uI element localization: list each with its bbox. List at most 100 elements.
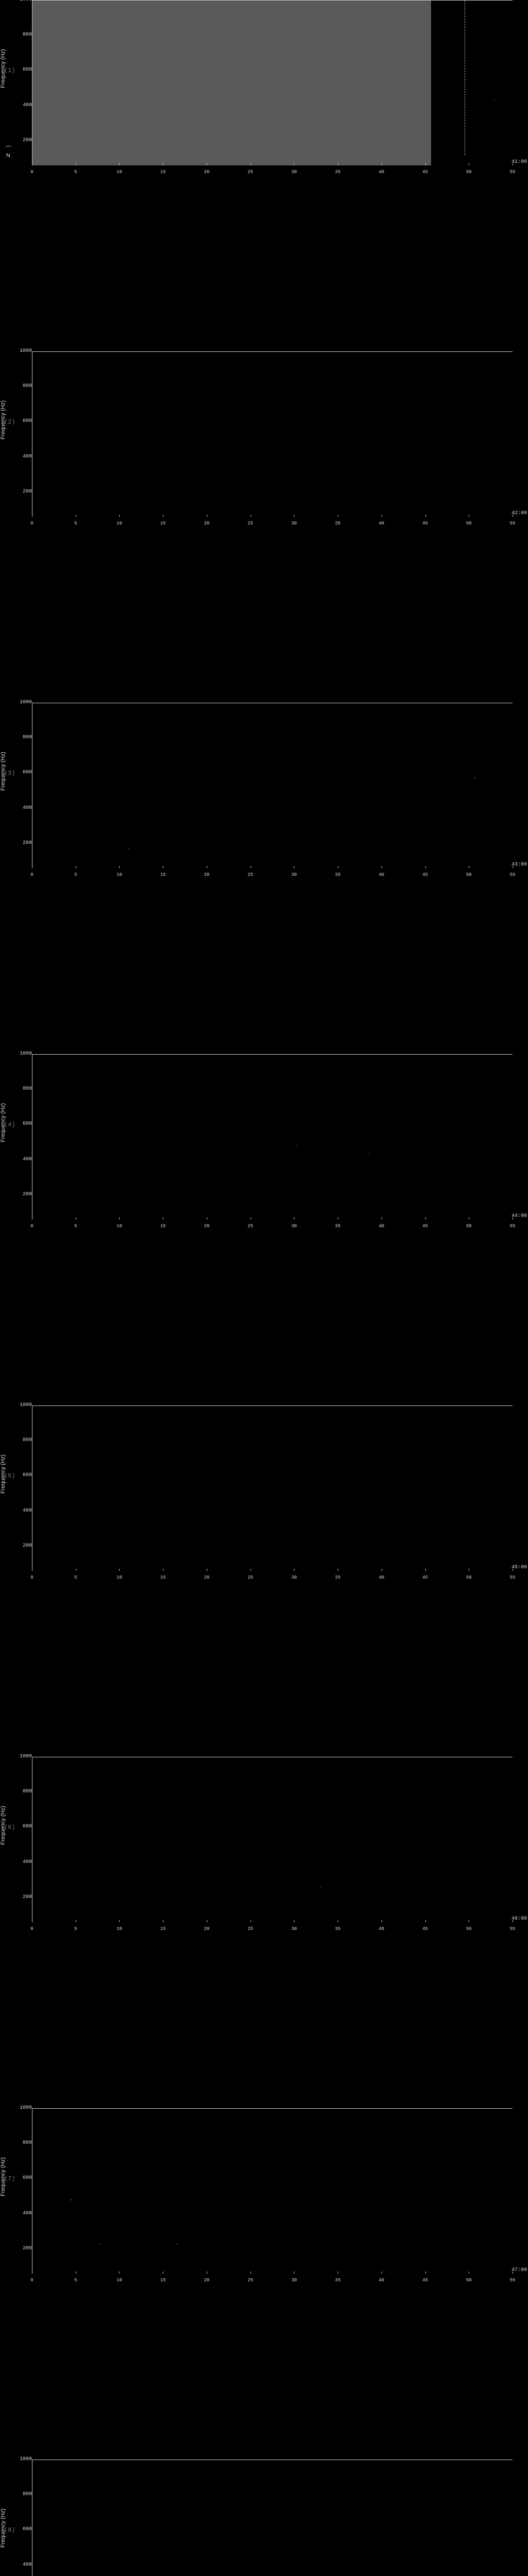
xtick-label-5-55: 55 bbox=[510, 1575, 516, 1580]
xtick-label-3-20: 20 bbox=[204, 872, 210, 877]
xtick-label-6-10: 10 bbox=[117, 1926, 122, 1931]
ytick-label-8-800: 800 bbox=[12, 2492, 32, 2497]
xtick-label-5-15: 15 bbox=[160, 1575, 166, 1580]
xtick-label-5-20: 20 bbox=[204, 1575, 210, 1580]
time-label-3: 43:00 bbox=[512, 862, 527, 868]
time-label-7: 47:00 bbox=[512, 2267, 527, 2273]
xtick-mark-4-10 bbox=[119, 1217, 120, 1219]
spectrogram-plot-area-5[interactable] bbox=[32, 1405, 513, 1571]
xtick-label-4-50: 50 bbox=[466, 1224, 472, 1229]
xtick-label-1-35: 35 bbox=[335, 170, 341, 175]
spectrogram-plot-area-6[interactable] bbox=[32, 1757, 513, 1922]
xtick-label-3-15: 15 bbox=[160, 872, 166, 877]
xtick-mark-1-45 bbox=[425, 163, 426, 165]
spectrogram-plot-area-7[interactable] bbox=[32, 2108, 513, 2274]
xtick-label-4-30: 30 bbox=[291, 1224, 297, 1229]
xtick-label-4-15: 15 bbox=[160, 1224, 166, 1229]
xtick-mark-3-45 bbox=[425, 866, 426, 868]
spectrogram-panel-5: (5) Frequency (Hz) 200 400 600 800 1000 0 5 10 15 2… bbox=[0, 1405, 528, 1581]
xtick-label-4-25: 25 bbox=[248, 1224, 253, 1229]
xtick-label-5-30: 30 bbox=[291, 1575, 297, 1580]
ytick-label-5-400: 400 bbox=[12, 1508, 32, 1514]
xtick-label-2-30: 30 bbox=[291, 521, 297, 526]
ytick-label-7-200: 200 bbox=[12, 2246, 32, 2251]
xtick-mark-2-45 bbox=[425, 515, 426, 517]
xtick-label-2-40: 40 bbox=[378, 521, 384, 526]
spectrogram-plot-area-2[interactable] bbox=[32, 351, 513, 517]
xtick-label-2-20: 20 bbox=[204, 521, 210, 526]
ytick-label-5-200: 200 bbox=[12, 1543, 32, 1549]
spectrogram-panel-7: (7) Frequency (Hz) 200 400 600 800 1000 0 5 10 15 2… bbox=[0, 2108, 528, 2284]
xtick-label-4-0: 0 bbox=[30, 1224, 33, 1229]
ytick-label-3-200: 200 bbox=[12, 840, 32, 846]
xtick-mark-3-10 bbox=[119, 866, 120, 868]
xtick-label-2-15: 15 bbox=[160, 521, 166, 526]
xtick-label-5-10: 10 bbox=[117, 1575, 122, 1580]
ytick-label-8-600: 600 bbox=[12, 2527, 32, 2532]
xtick-label-4-35: 35 bbox=[335, 1224, 341, 1229]
ytick-label-6-200: 200 bbox=[12, 1894, 32, 1900]
xtick-mark-6-10 bbox=[119, 1920, 120, 1922]
ytick-label-1-600: 600 bbox=[12, 67, 32, 73]
xtick-label-6-15: 15 bbox=[160, 1926, 166, 1931]
xtick-label-3-55: 55 bbox=[510, 872, 516, 877]
xtick-label-1-0: 0 bbox=[30, 170, 33, 175]
ytick-label-2-400: 400 bbox=[12, 454, 32, 460]
xtick-label-1-45: 45 bbox=[422, 170, 428, 175]
yaxis-label-2: Frequency (Hz) bbox=[0, 400, 6, 439]
ytick-label-7-600: 600 bbox=[12, 2175, 32, 2181]
ytick-label-4-600: 600 bbox=[12, 1121, 32, 1127]
ytick-label-3-400: 400 bbox=[12, 805, 32, 811]
xtick-label-6-50: 50 bbox=[466, 1926, 472, 1931]
spectrogram-plot-area-8[interactable] bbox=[32, 2460, 513, 2576]
xtick-label-6-30: 30 bbox=[291, 1926, 297, 1931]
spectrogram-panel-8: (8)Frequency (Hz)20040060080010000510152… bbox=[0, 2460, 528, 2576]
ytick-label-8-1000: 1000 bbox=[12, 2456, 32, 2462]
xtick-label-7-40: 40 bbox=[378, 2278, 384, 2283]
ytick-label-2-600: 600 bbox=[12, 418, 32, 424]
signal-blob-7-0 bbox=[71, 2199, 72, 2200]
ytick-label-3-600: 600 bbox=[12, 770, 32, 775]
xtick-label-3-25: 25 bbox=[248, 872, 253, 877]
xtick-label-3-30: 30 bbox=[291, 872, 297, 877]
xtick-label-4-20: 20 bbox=[204, 1224, 210, 1229]
xtick-label-7-55: 55 bbox=[510, 2278, 516, 2283]
xtick-mark-1-10 bbox=[119, 163, 120, 165]
no-data-region-1 bbox=[32, 1, 431, 165]
xtick-label-2-0: 0 bbox=[30, 521, 33, 526]
xtick-label-1-25: 25 bbox=[248, 170, 253, 175]
yaxis-label-6: Frequency (Hz) bbox=[0, 1806, 6, 1845]
xtick-label-6-45: 45 bbox=[422, 1926, 428, 1931]
xtick-label-2-25: 25 bbox=[248, 521, 253, 526]
spectrogram-plot-area-1[interactable] bbox=[32, 0, 513, 165]
ytick-label-4-1000: 1000 bbox=[12, 1051, 32, 1057]
xtick-label-4-45: 45 bbox=[422, 1224, 428, 1229]
ytick-label-6-800: 800 bbox=[12, 1789, 32, 1794]
xtick-label-1-5: 5 bbox=[74, 170, 77, 175]
signal-blob-4-1 bbox=[369, 1154, 370, 1155]
xtick-label-6-55: 55 bbox=[510, 1926, 516, 1931]
xtick-label-3-35: 35 bbox=[335, 872, 341, 877]
yaxis-label-8: Frequency (Hz) bbox=[0, 2509, 6, 2548]
signal-blob-3-1 bbox=[474, 777, 475, 778]
ytick-label-3-800: 800 bbox=[12, 735, 32, 740]
xtick-label-5-50: 50 bbox=[466, 1575, 472, 1580]
xtick-label-2-45: 45 bbox=[422, 521, 428, 526]
xtick-label-4-10: 10 bbox=[117, 1224, 122, 1229]
spectrogram-panel-6: (6) Frequency (Hz) 200 400 600 800 1000 0 5 10 15 2… bbox=[0, 1757, 528, 1933]
spectrogram-plot-area-4[interactable] bbox=[32, 1054, 513, 1219]
ytick-label-1-400: 400 bbox=[12, 103, 32, 108]
xtick-label-4-5: 5 bbox=[74, 1224, 77, 1229]
xtick-label-7-50: 50 bbox=[466, 2278, 472, 2283]
xtick-label-2-50: 50 bbox=[466, 521, 472, 526]
spectrogram-panel-4: (4) Frequency (Hz) 200 400 600 800 1000 0 5 10 15 2… bbox=[0, 1054, 528, 1230]
xtick-label-3-0: 0 bbox=[30, 872, 33, 877]
xtick-label-3-40: 40 bbox=[378, 872, 384, 877]
spectrogram-panel-3: (3) Frequency (Hz) 200 400 600 800 1000 0 5 10 15 2… bbox=[0, 703, 528, 878]
ytick-label-8-400: 400 bbox=[12, 2562, 32, 2568]
ytick-label-1-800: 800 bbox=[12, 32, 32, 38]
spectrogram-plot-area-3[interactable] bbox=[32, 703, 513, 868]
xtick-mark-2-10 bbox=[119, 515, 120, 517]
xtick-label-7-35: 35 bbox=[335, 2278, 341, 2283]
